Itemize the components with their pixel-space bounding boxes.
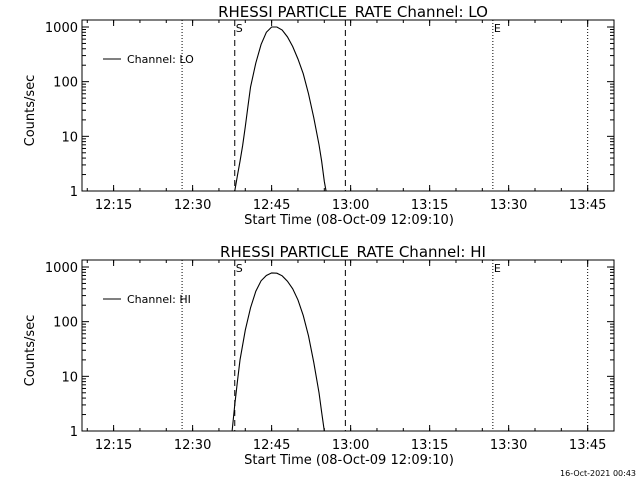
series-line (231, 272, 325, 432)
x-tick-label: 13:00 (332, 198, 369, 213)
y-tick-label: 10 (61, 370, 78, 385)
x-tick-label: 12:45 (253, 438, 290, 453)
marker-e: E (494, 262, 501, 275)
x-axis-label: Start Time (08-Oct-09 12:09:10) (244, 453, 454, 468)
y-axis-label: Counts/sec (23, 315, 38, 387)
y-tick-label: 10 (61, 130, 78, 145)
legend-label: Channel: HI (127, 293, 191, 306)
x-tick-label: 13:15 (411, 438, 448, 453)
chart-title: RHESSI PARTICLE_RATE Channel: HI (220, 243, 486, 262)
x-tick-label: 12:30 (174, 198, 211, 213)
y-tick-label: 100 (53, 316, 78, 331)
x-tick-label: 12:30 (174, 438, 211, 453)
x-tick-label: 13:45 (569, 198, 606, 213)
plot-frame (81, 19, 615, 192)
marker-s: S (236, 22, 243, 35)
y-axis-label: Counts/sec (23, 75, 38, 147)
plot-frame (81, 259, 615, 432)
chart-title: RHESSI PARTICLE_RATE Channel: LO (218, 3, 488, 22)
marker-e: E (494, 22, 501, 35)
legend-label: Channel: LO (127, 53, 194, 66)
footer-timestamp: 16-Oct-2021 00:43 (560, 469, 636, 478)
x-tick-label: 12:45 (253, 198, 290, 213)
x-tick-label: 13:45 (569, 438, 606, 453)
x-tick-label: 13:15 (411, 198, 448, 213)
series-line (234, 26, 327, 192)
y-tick-label: 1 (70, 425, 78, 440)
y-tick-label: 1 (70, 185, 78, 200)
x-tick-label: 13:00 (332, 438, 369, 453)
x-tick-label: 13:30 (490, 438, 527, 453)
y-tick-label: 100 (53, 76, 78, 91)
panel-lo: RHESSI PARTICLE_RATE Channel: LO 12:15 12:… (23, 3, 615, 228)
x-axis-label: Start Time (08-Oct-09 12:09:10) (244, 213, 454, 228)
y-tick-label: 1000 (45, 261, 78, 276)
x-tick-label: 12:15 (95, 438, 132, 453)
x-tick-label: 13:30 (490, 198, 527, 213)
y-tick-label: 1000 (45, 21, 78, 36)
x-tick-label: 12:15 (95, 198, 132, 213)
panel-hi: RHESSI PARTICLE_RATE Channel: HI 12:15 12:… (23, 243, 615, 468)
marker-s: S (236, 262, 243, 275)
